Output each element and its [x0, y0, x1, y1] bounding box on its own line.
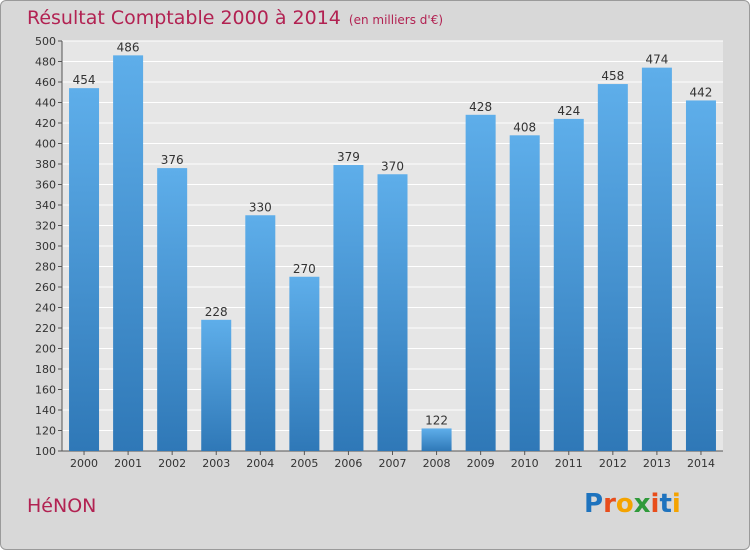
data-label-2002: 376: [161, 153, 184, 167]
title-block: Résultat Comptable 2000 à 2014 (en millie…: [27, 7, 443, 29]
y-tick-label-360: 360: [35, 179, 56, 192]
data-label-2003: 228: [205, 305, 228, 319]
y-tick-label-280: 280: [35, 261, 56, 274]
bar-2013: [641, 67, 672, 452]
bar-2007: [377, 174, 408, 451]
y-tick-label-140: 140: [35, 404, 56, 417]
y-tick-label-460: 460: [35, 76, 56, 89]
bar-2008: [421, 428, 452, 451]
logo-letter: i: [650, 489, 660, 519]
y-tick-label-120: 120: [35, 425, 56, 438]
data-label-2008: 122: [425, 413, 448, 427]
x-tick-label-2010: 2010: [511, 457, 539, 470]
x-tick-label-2007: 2007: [379, 457, 407, 470]
data-label-2005: 270: [293, 262, 316, 276]
x-tick-label-2002: 2002: [158, 457, 186, 470]
y-tick-label-320: 320: [35, 220, 56, 233]
y-tick-label-220: 220: [35, 322, 56, 335]
x-tick-label-2012: 2012: [599, 457, 627, 470]
y-tick-label-480: 480: [35, 56, 56, 69]
data-label-2011: 424: [557, 104, 580, 118]
data-label-2010: 408: [513, 120, 536, 134]
x-tick-label-2008: 2008: [423, 457, 451, 470]
x-tick-label-2014: 2014: [687, 457, 715, 470]
logo-letter: o: [615, 489, 634, 519]
bar-2014: [685, 100, 716, 451]
x-tick-label-2001: 2001: [114, 457, 142, 470]
commune-name: HéNON: [27, 495, 97, 517]
bar-2009: [465, 114, 496, 452]
bar-2003: [201, 319, 232, 451]
data-label-2004: 330: [249, 200, 272, 214]
bar-2011: [553, 118, 584, 452]
logo-letter: r: [603, 489, 616, 519]
x-tick-label-2005: 2005: [290, 457, 318, 470]
y-tick-label-260: 260: [35, 281, 56, 294]
logo-letter: t: [659, 489, 672, 519]
logo-letter: i: [671, 489, 681, 519]
data-label-2006: 379: [337, 150, 360, 164]
data-label-2007: 370: [381, 159, 404, 173]
y-tick-label-380: 380: [35, 158, 56, 171]
data-label-2009: 428: [469, 100, 492, 114]
data-label-2000: 454: [73, 73, 96, 87]
x-tick-label-2004: 2004: [246, 457, 274, 470]
x-tick-label-2000: 2000: [70, 457, 98, 470]
bar-2002: [157, 168, 188, 451]
y-tick-label-440: 440: [35, 97, 56, 110]
x-tick-label-2009: 2009: [467, 457, 495, 470]
y-tick-label-300: 300: [35, 240, 56, 253]
y-tick-label-420: 420: [35, 117, 56, 130]
y-tick-label-400: 400: [35, 138, 56, 151]
y-tick-label-180: 180: [35, 363, 56, 376]
bar-2012: [597, 84, 628, 452]
chart-title: Résultat Comptable 2000 à 2014: [27, 7, 341, 29]
y-tick-label-340: 340: [35, 199, 56, 212]
proxiti-logo: Proxiti: [584, 489, 681, 519]
logo-letter: P: [584, 489, 604, 519]
x-tick-label-2011: 2011: [555, 457, 583, 470]
x-tick-label-2013: 2013: [643, 457, 671, 470]
y-tick-label-240: 240: [35, 302, 56, 315]
data-label-2012: 458: [601, 69, 624, 83]
bar-2004: [245, 215, 276, 451]
chart-subtitle: (en milliers d'€): [348, 13, 444, 27]
data-label-2013: 474: [645, 53, 668, 67]
y-tick-label-500: 500: [35, 35, 56, 48]
bar-2001: [113, 55, 144, 451]
bar-2010: [509, 135, 540, 452]
logo-letter: x: [633, 489, 651, 519]
bar-2006: [333, 165, 364, 451]
data-label-2014: 442: [690, 85, 713, 99]
x-tick-label-2003: 2003: [202, 457, 230, 470]
data-label-2001: 486: [117, 40, 140, 54]
x-tick-label-2006: 2006: [334, 457, 362, 470]
y-tick-label-100: 100: [35, 445, 56, 458]
y-tick-label-200: 200: [35, 343, 56, 356]
bar-2000: [69, 88, 100, 452]
bar-2005: [289, 276, 320, 451]
y-tick-label-160: 160: [35, 384, 56, 397]
